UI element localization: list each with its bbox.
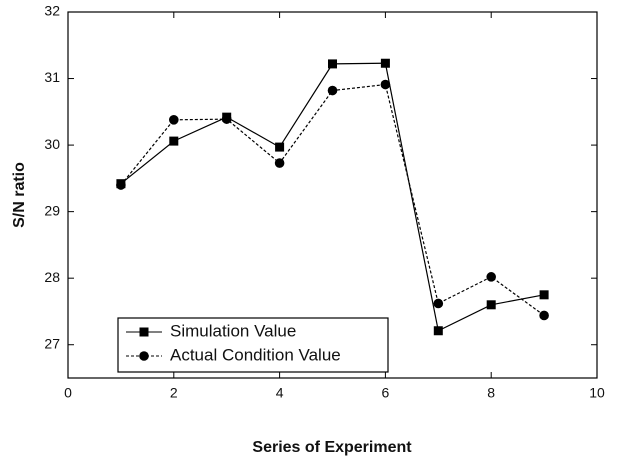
x-tick-label: 10 [589,385,605,401]
marker [116,180,126,190]
marker [433,298,444,309]
legend-label: Simulation Value [170,321,296,340]
marker [380,58,390,68]
y-tick-label: 31 [44,69,60,85]
y-axis-label: S/N ratio [11,162,28,228]
legend-box [117,317,389,373]
x-tick-label: 4 [276,385,284,401]
series-line [120,83,545,316]
marker [274,158,285,168]
y-tick-label: 29 [44,202,60,218]
x-tick-label: 0 [64,385,72,401]
series-line [120,62,545,332]
marker [433,326,443,336]
y-tick-label: 27 [44,335,60,351]
marker [486,272,497,282]
x-tick-label: 6 [382,385,390,401]
marker [169,115,179,125]
legend-marker [139,351,149,361]
x-tick-label: 2 [170,385,178,401]
marker [327,85,338,96]
marker [486,300,496,310]
marker [539,310,549,321]
marker [221,114,232,124]
marker [380,79,391,90]
y-tick-label: 28 [44,269,60,285]
x-tick-label: 8 [487,385,495,401]
legend-marker [139,327,149,337]
marker [169,136,179,146]
plot-frame [67,11,598,379]
marker [275,142,285,152]
y-tick-label: 30 [44,136,60,152]
legend-label: Actual Condition Value [170,345,341,364]
x-axis-label: Series of Experiment [252,439,412,456]
marker [328,59,337,69]
y-tick-label: 32 [44,3,60,19]
marker [539,290,549,300]
